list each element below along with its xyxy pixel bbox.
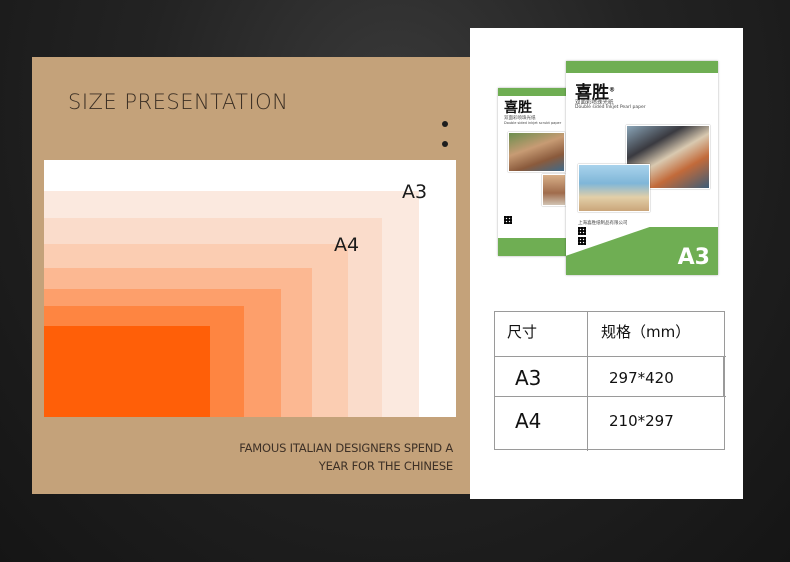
size-spec-table: 尺寸 规格（mm） A3 297*420 A4 210*297 — [494, 311, 726, 451]
product-subtitle-en: Double sided Inkjet Pearl paper — [575, 105, 646, 110]
qr-code-icon — [578, 237, 586, 245]
family-photo — [508, 132, 565, 172]
size-rect — [44, 326, 210, 417]
a3-size-mark: A3 — [677, 245, 710, 270]
dot-decoration — [442, 141, 448, 147]
a3-label: A3 — [402, 181, 428, 203]
row-a3-size: A3 — [515, 366, 542, 390]
company-name: 上海喜胜纸制品有限公司 — [578, 221, 628, 226]
row-a4-size: A4 — [515, 409, 542, 433]
qr-code-icon — [504, 216, 512, 224]
dot-decoration — [442, 121, 448, 127]
paper-size-comparison: A3 A4 — [44, 160, 456, 417]
child-photo — [542, 174, 566, 206]
header-spec: 规格（mm） — [601, 323, 691, 341]
a4-label: A4 — [334, 234, 360, 256]
size-presentation-panel: SIZE PRESENTATION A3 A4 FAMOUS ITALIAN D… — [32, 57, 470, 494]
brand-logo: 喜胜 — [504, 100, 532, 116]
product-package-back: 喜胜 双面彩喷珠光纸 Double sided inkjet scrubt pa… — [498, 88, 568, 256]
qr-code-icon — [578, 227, 586, 235]
caption-text: FAMOUS ITALIAN DESIGNERS SPEND A YEAR FO… — [239, 441, 453, 473]
beach-photo — [578, 164, 650, 212]
header-size: 尺寸 — [507, 323, 538, 341]
row-a4-spec: 210*297 — [609, 412, 674, 430]
product-subtitle-cn: 双面彩喷珠光纸 — [575, 100, 614, 106]
product-panel: 喜胜 双面彩喷珠光纸 Double sided inkjet scrubt pa… — [470, 28, 743, 499]
brand-logo: 喜胜® — [575, 83, 615, 103]
product-package-front: 喜胜® 双面彩喷珠光纸 Double sided Inkjet Pearl pa… — [566, 61, 718, 275]
row-a3-spec: 297*420 — [609, 369, 674, 387]
panel-title: SIZE PRESENTATION — [68, 90, 289, 114]
